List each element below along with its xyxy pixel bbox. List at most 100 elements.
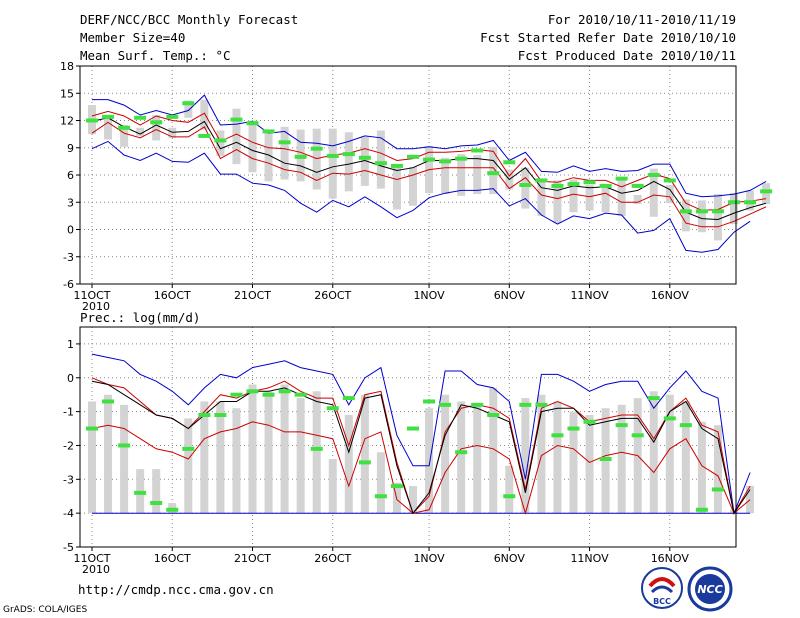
temperature-xtick-label: 11NOV (570, 289, 609, 302)
precipitation-ensemble-box (425, 408, 434, 514)
precipitation-obs-marker (407, 426, 419, 431)
precipitation-ensemble-box (553, 401, 562, 514)
temperature-ytick-label: 18 (60, 60, 74, 73)
precipitation-ensemble-box (441, 394, 450, 514)
temperature-ensemble-box (344, 132, 353, 192)
temperature-p10-line (91, 121, 767, 228)
temperature-ensemble-box (585, 184, 594, 211)
temperature-obs-marker (198, 133, 211, 138)
precipitation-year-label: 2010 (82, 563, 110, 576)
temperature-ensemble-box (104, 115, 113, 140)
precipitation-ensemble-box (665, 394, 674, 514)
temperature-ensemble-box (489, 146, 498, 195)
precipitation-ensemble-box (376, 452, 385, 514)
temperature-ensemble-box (376, 130, 385, 189)
temperature-ytick-label: 6 (67, 169, 74, 182)
temperature-obs-marker (118, 125, 131, 130)
precipitation-obs-marker (551, 433, 564, 438)
precipitation-obs-marker (695, 507, 708, 512)
precipitation-obs-marker (358, 460, 371, 465)
forecast-range-label: For 2010/10/11-2010/11/19 (547, 12, 736, 27)
temperature-obs-marker (631, 183, 644, 188)
temperature-ensemble-box (152, 115, 161, 141)
temperature-ensemble-box (633, 194, 642, 205)
temperature-obs-marker (663, 178, 676, 183)
temperature-ensemble-box (681, 199, 690, 232)
precipitation-obs-marker (246, 389, 259, 394)
temperature-ensemble-box (248, 120, 257, 173)
precipitation-obs-marker (134, 490, 147, 495)
precipitation-ensemble-box (264, 391, 273, 514)
temperature-frame (79, 65, 737, 285)
precipitation-obs-marker (503, 494, 516, 499)
precipitation-ensemble-box (649, 391, 658, 514)
temperature-obs-marker (551, 183, 564, 188)
temperature-obs-marker (294, 154, 307, 159)
precipitation-obs-marker (390, 484, 403, 489)
bcc-logo: BCC (641, 567, 683, 609)
temperature-year-label: 2010 (82, 300, 110, 313)
temperature-obs-marker (86, 118, 98, 123)
temperature-ytick-label: 12 (60, 115, 74, 128)
temperature-obs-marker (679, 209, 692, 214)
precipitation-obs-marker (262, 392, 275, 397)
temperature-obs-marker (230, 117, 243, 122)
source-url[interactable]: http://cmdp.ncc.cma.gov.cn (78, 582, 274, 597)
precipitation-ensemble-box (505, 465, 514, 514)
precipitation-obs-marker (166, 507, 179, 512)
temperature-ensemble-box (409, 166, 417, 206)
temperature-ensemble-box (537, 182, 546, 216)
temperature-ensemble-box (328, 128, 337, 199)
precipitation-ensemble-box (104, 394, 113, 514)
temperature-ytick-label: 15 (60, 87, 74, 100)
temperature-obs-marker (471, 148, 484, 153)
temperature-obs-marker (262, 129, 275, 134)
temperature-obs-marker (407, 154, 419, 159)
precipitation-ensemble-box (184, 418, 193, 514)
temperature-ensemble-box (762, 183, 771, 205)
precipitation-obs-marker (535, 402, 548, 407)
temperature-ytick-label: 3 (67, 196, 74, 209)
precipitation-obs-marker (599, 457, 612, 461)
temperature-obs-marker (358, 155, 371, 160)
precipitation-frame (79, 326, 737, 548)
temperature-ensemble-box (617, 178, 626, 216)
temperature-ensemble-box (216, 130, 225, 156)
temperature-ensemble-box (473, 155, 482, 195)
precipitation-ensemble-box (312, 391, 321, 514)
temperature-ensemble-box (392, 165, 401, 210)
member-size-label: Member Size=40 (80, 30, 186, 45)
precipitation-ensemble-box (537, 394, 546, 514)
precipitation-ensemble-box (713, 425, 722, 514)
chart-title: DERF/NCC/BCC Monthly Forecast (80, 12, 299, 27)
precipitation-obs-marker (615, 423, 628, 428)
temperature-ensemble-box (120, 125, 129, 147)
temperature-ensemble-box (200, 99, 209, 130)
temperature-ensemble-box (184, 100, 193, 118)
bcc-logo-text: BCC (653, 597, 671, 606)
precipitation-ensemble-box (697, 421, 706, 514)
temperature-obs-marker (695, 209, 708, 214)
precipitation-obs-marker (567, 426, 580, 431)
precipitation-ensemble-box (344, 415, 353, 514)
temperature-xtick-label: 16NOV (651, 289, 690, 302)
precipitation-ytick-label: 0 (67, 372, 74, 385)
temperature-obs-marker (503, 160, 516, 165)
precipitation-ensemble-box (328, 459, 337, 514)
temperature-ytick-label: 9 (67, 142, 74, 155)
temperature-obs-marker (519, 182, 532, 187)
temperature-ensemble-box (697, 200, 706, 233)
precipitation-obs-marker (102, 399, 115, 404)
temperature-min-line (91, 140, 751, 253)
precipitation-obs-marker (374, 494, 387, 499)
precipitation-obs-marker (118, 443, 131, 448)
forecast-started-label: Fcst Started Refer Date 2010/10/10 (480, 30, 736, 45)
precipitation-ensemble-box (200, 401, 209, 514)
temperature-ensemble-box (232, 108, 241, 165)
precipitation-ensemble-box (457, 401, 466, 514)
precipitation-ytick-label: -3 (63, 473, 74, 486)
temperature-obs-marker (326, 153, 339, 158)
temperature-obs-marker (439, 159, 452, 164)
grads-credit: GrADS: COLA/IGES (3, 605, 88, 615)
